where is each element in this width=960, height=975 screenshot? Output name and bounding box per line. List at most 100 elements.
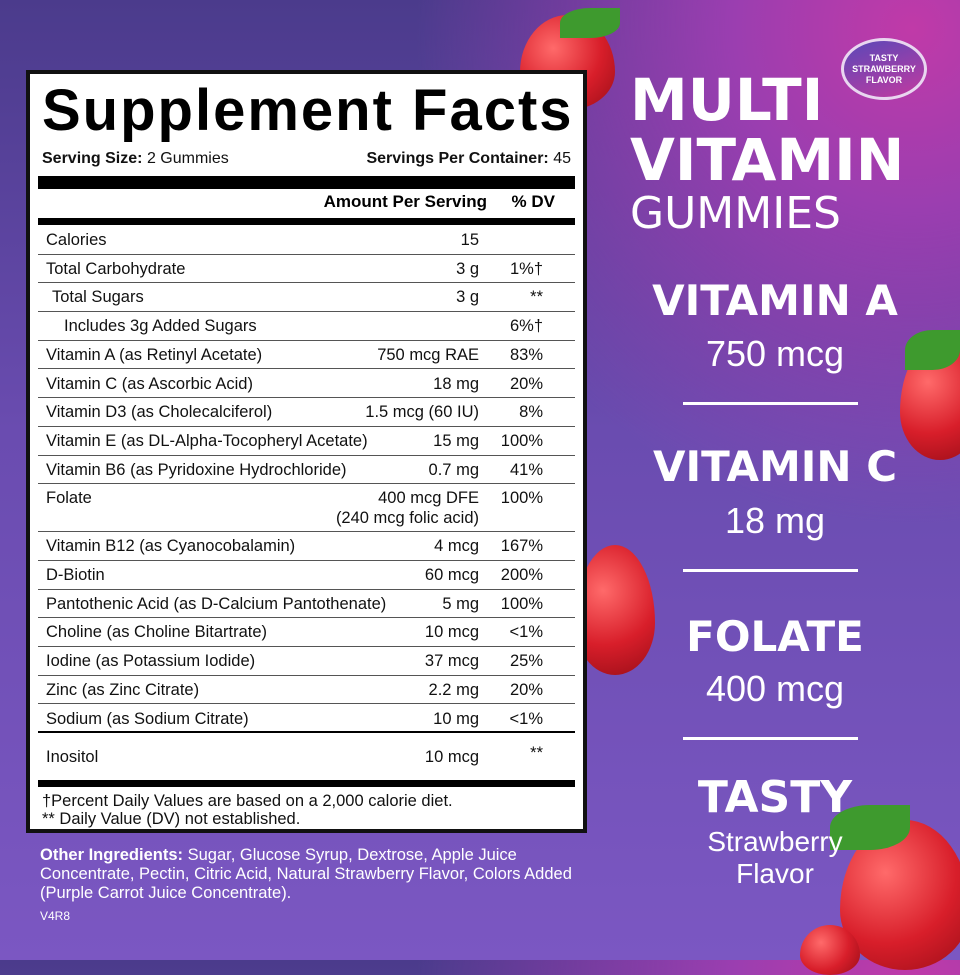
strawberry-leaf [830,805,910,850]
nutrient-amount: 2.2 mg [428,680,479,699]
tasty-flavor: Strawberry Flavor [707,826,843,889]
highlight-name: VITAMIN C [652,442,898,491]
highlight-value: 750 mcg [705,333,845,374]
nutrient-name: Folate [46,489,92,508]
nutrient-row: Vitamin E (as DL-Alpha-Tocopheryl Acetat… [38,427,575,456]
nutrient-dv: <1% [509,623,543,642]
other-ingredients: Other Ingredients: Sugar, Glucose Syrup,… [40,846,572,902]
nutrient-name: Vitamin C (as Ascorbic Acid) [46,374,253,393]
nutrient-amount: 10 mg [433,709,479,728]
nutrient-name: Zinc (as Zinc Citrate) [46,680,200,699]
highlight-name: FOLATE [686,612,864,661]
nutrient-row: Pantothenic Acid (as D-Calcium Pantothen… [38,590,575,619]
nutrient-row: Vitamin C (as Ascorbic Acid) 18 mg 20% [38,370,575,399]
nutrient-row: Vitamin A (as Retinyl Acetate) 750 mcg RA… [38,341,575,370]
nutrient-name: Pantothenic Acid (as D-Calcium Pantothen… [46,594,387,613]
divider [683,569,858,572]
nutrient-amount: 400 mcg DFE [378,489,479,508]
dv-header: % DV [511,192,555,211]
nutrient-amount: 1.5 mcg (60 IU) [365,403,479,422]
tasty-title: TASTY [697,772,853,823]
highlight-value: 18 mg [724,500,826,541]
nutrient-amount: 5 mg [442,594,479,613]
footnotes: †Percent Daily Values are based on a 2,0… [42,792,453,828]
nutrient-dv: 100% [500,594,543,613]
supplement-facts-panel: Supplement Facts Serving Size: 2 Gummies… [26,70,587,833]
nutrient-amount-detail: (240 mcg folic acid) [335,509,479,528]
nutrient-dv: 167% [500,537,543,556]
nutrient-amount: 4 mcg [434,537,479,556]
nutrient-amount: 750 mcg RAE [377,345,479,364]
nutrient-name: Iodine (as Potassium Iodide) [46,652,256,671]
nutrient-name: D-Biotin [46,566,105,584]
nutrient-dv: 20% [509,680,543,699]
divider [38,780,575,787]
nutrient-row: Vitamin D3 (as Cholecalciferol) 1.5 mcg (… [38,398,575,427]
strawberry-leaf [905,330,960,370]
nutrient-row: Sodium (as Sodium Citrate) 10 mg <1% [38,705,575,734]
nutrient-row: Includes 3g Added Sugars 6%† [38,312,575,341]
nutrient-name: Inositol [46,748,99,767]
nutrient-row: Zinc (as Zinc Citrate) 2.2 mg 20% [38,676,575,705]
nutrient-amount: 15 [460,231,479,249]
nutrient-amount: 3 g [456,288,479,307]
nutrient-name: Vitamin E (as DL-Alpha-Tocopheryl Acetat… [46,431,368,450]
divider [38,176,575,189]
nutrient-name: Vitamin B12 (as Cyanocobalamin) [46,537,296,556]
nutrient-amount: 0.7 mg [428,460,479,479]
flavor-badge: TASTY STRAWBERRY FLAVOR [841,38,927,100]
highlight-value: 400 mcg [705,668,845,709]
nutrient-dv: ** [530,288,543,307]
nutrient-row: D-Biotin 60 mcg 200% [38,561,575,590]
nutrient-row: Folate 400 mcg DFE (240 mcg folic acid) 100… [38,484,575,533]
version-code: V4R8 [40,909,71,923]
nutrient-dv: 6%† [509,317,543,336]
nutrient-amount: 60 mcg [424,566,479,584]
nutrient-dv: ** [530,744,543,763]
nutrient-dv: 200% [500,566,543,584]
nutrient-name: Vitamin A (as Retinyl Acetate) [46,345,263,364]
nutrient-dv: 20% [509,374,543,393]
nutrient-name: Vitamin B6 (as Pyridoxine Hydrochloride) [46,460,347,479]
nutrient-amount: 15 mg [433,431,479,450]
nutrient-name: Vitamin D3 (as Cholecalciferol) [46,403,273,422]
serving-size: Serving Size: 2 Gummies [42,150,229,167]
nutrient-row: Inositol 10 mcg ** [38,733,575,781]
nutrient-dv: 100% [500,489,543,508]
headline: MULTI VITAMIN GUMMIES [630,66,905,239]
nutrient-name: Includes 3g Added Sugars [64,317,257,336]
nutrient-dv: 100% [500,431,543,450]
nutrient-dv: 83% [509,345,543,364]
nutrient-name: Calories [46,231,107,249]
divider [38,218,575,225]
nutrient-name: Sodium (as Sodium Citrate) [46,709,249,728]
nutrient-amount: 10 mcg [424,623,479,642]
nutrient-name: Total Carbohydrate [46,259,186,278]
nutrient-name: Total Sugars [52,288,144,307]
nutrient-row: Vitamin B12 (as Cyanocobalamin) 4 mcg 167% [38,532,575,561]
nutrient-amount: 18 mg [433,374,479,393]
nutrient-row: Choline (as Choline Bitartrate) 10 mcg <1% [38,618,575,648]
divider [683,737,858,740]
highlight-name: VITAMIN A [652,276,898,325]
nutrient-amount: 10 mcg [424,748,479,767]
nutrient-dv: 25% [509,652,543,671]
servings-per-container: Servings Per Container: 45 [366,150,571,167]
nutrient-row: Total Carbohydrate 3 g 1%† [38,255,575,284]
divider [683,402,858,405]
nutrient-row: Iodine (as Potassium Iodide) 37 mcg 25% [38,647,575,676]
nutrient-amount: 3 g [456,259,479,278]
nutrient-dv: 8% [519,403,543,422]
strawberry-image [575,545,655,675]
nutrient-name: Choline (as Choline Bitartrate) [46,623,268,642]
nutrient-amount: 37 mcg [424,652,479,671]
strawberry-leaf [560,8,620,38]
nutrient-row: Vitamin B6 (as Pyridoxine Hydrochloride)… [38,456,575,485]
bottom-text: Other Ingredients: Sugar, Glucose Syrup,… [40,846,585,923]
nutrient-dv: <1% [509,709,543,728]
nutrient-row: Calories 15 [38,226,575,255]
nutrient-dv: 41% [509,460,543,479]
nutrient-dv: 1%† [509,259,543,278]
nutrient-row: Total Sugars 3 g ** [38,283,575,313]
panel-title: Supplement Facts [42,78,574,143]
